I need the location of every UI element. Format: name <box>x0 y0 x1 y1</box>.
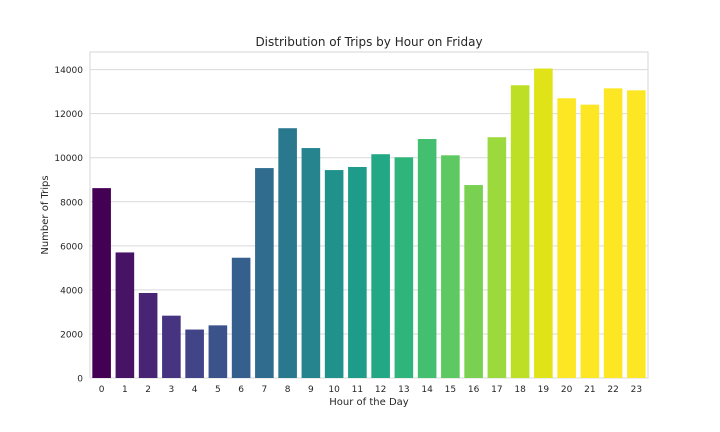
x-tick-label: 2 <box>145 385 151 395</box>
x-axis-label: Hour of the Day <box>329 397 409 408</box>
bar <box>324 170 344 378</box>
bar <box>348 166 367 378</box>
x-tick-label: 15 <box>445 385 456 395</box>
x-tick-label: 13 <box>398 385 409 395</box>
y-tick-label: 0 <box>77 375 83 385</box>
bar <box>510 85 530 379</box>
plot-background <box>89 51 649 379</box>
bar <box>255 168 274 378</box>
bar <box>371 154 390 378</box>
bar <box>580 104 600 378</box>
bar <box>92 188 111 378</box>
bar <box>487 137 507 378</box>
x-tick-label: 17 <box>491 385 502 395</box>
bar <box>534 68 553 379</box>
y-tick-label: 12000 <box>54 110 83 120</box>
x-tick-label: 7 <box>262 385 268 395</box>
x-tick-label: 1 <box>122 385 128 395</box>
bar <box>162 315 181 378</box>
bar <box>394 157 414 378</box>
x-tick-label: 23 <box>631 385 642 395</box>
x-tick-label: 21 <box>584 385 595 395</box>
y-tick-label: 2000 <box>60 330 83 340</box>
x-tick-label: 20 <box>561 385 573 395</box>
x-tick-label: 19 <box>538 385 550 395</box>
bar <box>208 325 228 378</box>
x-tick-label: 8 <box>285 385 291 395</box>
bar <box>115 252 135 378</box>
y-tick-label: 8000 <box>60 198 83 208</box>
bar <box>557 98 576 378</box>
grid-lines <box>90 69 648 379</box>
x-tick-label: 10 <box>328 385 340 395</box>
x-tick-label: 11 <box>352 385 363 395</box>
x-tick-label: 5 <box>215 385 221 395</box>
y-axis-label: Number of Trips <box>40 175 51 254</box>
bar <box>301 148 321 378</box>
bars <box>92 68 646 379</box>
x-tick-label: 9 <box>308 385 314 395</box>
bar <box>231 257 251 378</box>
x-tick-label: 4 <box>192 385 198 395</box>
x-tick-label: 14 <box>421 385 433 395</box>
x-tick-label: 18 <box>514 385 526 395</box>
y-tick-label: 6000 <box>60 242 83 252</box>
x-tick-label: 3 <box>169 385 175 395</box>
x-tick-labels: 0 1 2 3 4 5 6 7 8 9 10 11 12 13 14 15 16 17 18 19 20 21 22 23 <box>99 385 642 395</box>
bar <box>417 139 437 378</box>
x-tick-label: 22 <box>607 385 618 395</box>
x-tick-label: 12 <box>375 385 386 395</box>
chart-title: Distribution of Trips by Hour on Friday <box>255 35 482 49</box>
bar <box>603 88 623 378</box>
y-tick-label: 10000 <box>54 154 83 164</box>
bar <box>278 128 297 378</box>
bar <box>464 185 483 378</box>
x-tick-label: 0 <box>99 385 105 395</box>
bar <box>185 329 204 378</box>
y-tick-label: 14000 <box>54 66 83 76</box>
y-tick-label: 4000 <box>60 286 83 296</box>
bar <box>441 155 460 378</box>
y-tick-labels: 0 2000 4000 6000 8000 10000 12000 14000 <box>54 66 83 384</box>
x-tick-label: 6 <box>238 385 244 395</box>
bar <box>627 90 646 378</box>
x-tick-label: 16 <box>468 385 480 395</box>
bar <box>138 292 158 378</box>
